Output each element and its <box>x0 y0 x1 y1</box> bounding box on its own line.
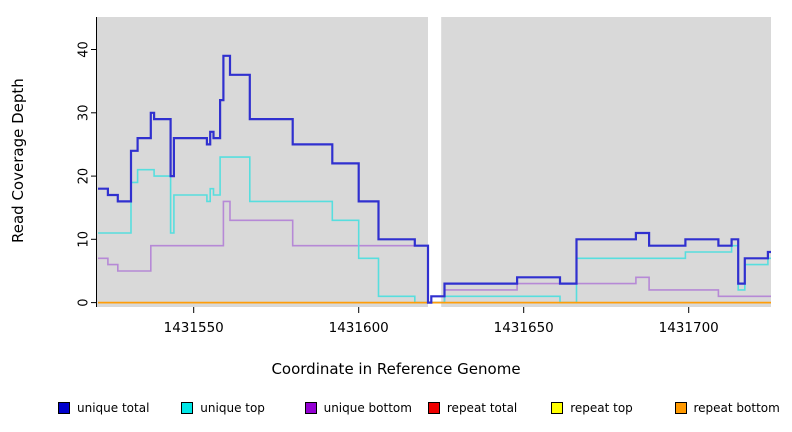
x-tick-label: 1431700 <box>659 320 719 336</box>
y-tick-label: 20 <box>77 168 92 185</box>
legend-item-repeat-total: repeat total <box>427 398 518 418</box>
y-tick-label: 0 <box>77 298 92 306</box>
series-line-unique-bottom <box>98 200 771 304</box>
legend-label: repeat bottom <box>693 401 780 415</box>
x-tick-label: 1431600 <box>329 320 389 336</box>
no-data-gap-band <box>428 17 442 308</box>
legend-swatch-icon <box>674 402 687 414</box>
x-axis-title: Coordinate in Reference Genome <box>271 360 521 378</box>
x-tick-label: 1431650 <box>494 320 554 336</box>
y-axis-title: Read Coverage Depth <box>9 78 27 243</box>
legend-label: unique total <box>77 401 150 415</box>
legend-swatch-icon <box>551 402 564 414</box>
x-tick-label: 1431550 <box>164 320 224 336</box>
legend-item-unique-total: unique total <box>58 398 149 418</box>
chart-legend: unique total unique top unique bottom repea… <box>0 398 792 424</box>
legend-label: unique top <box>200 401 265 415</box>
legend-item-repeat-bottom: repeat bottom <box>674 398 780 418</box>
y-tick-label: 40 <box>77 41 92 58</box>
series-line-unique-total <box>98 54 771 304</box>
legend-label: repeat total <box>446 401 518 415</box>
legend-label: unique bottom <box>323 401 412 415</box>
series-line-unique-top <box>98 156 771 304</box>
legend-swatch-icon <box>427 402 440 414</box>
legend-label: repeat top <box>570 401 633 415</box>
legend-swatch-icon <box>181 402 194 414</box>
legend-swatch-icon <box>304 402 317 414</box>
legend-item-repeat-top: repeat top <box>551 398 633 418</box>
legend-item-unique-bottom: unique bottom <box>304 398 412 418</box>
y-tick-label: 30 <box>77 105 92 122</box>
legend-swatch-icon <box>58 402 70 414</box>
legend-item-unique-top: unique top <box>181 398 265 418</box>
y-tick-label: 10 <box>77 231 92 248</box>
